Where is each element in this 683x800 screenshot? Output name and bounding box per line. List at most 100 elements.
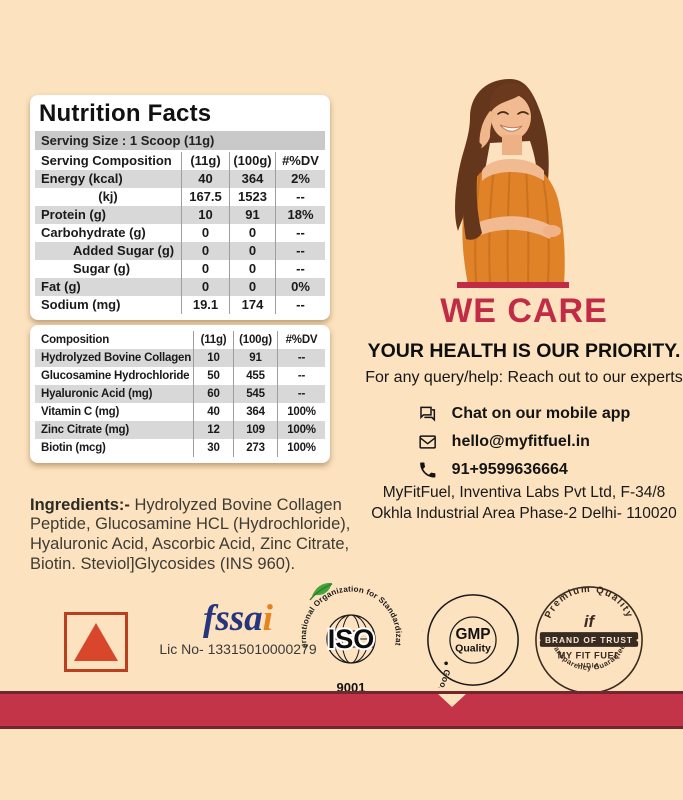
row-value-11g: 40: [181, 170, 229, 188]
phone-icon: [420, 462, 436, 478]
row-label: Vitamin C (mg): [41, 406, 120, 418]
trust-banner-text: • BRAND OF TRUST •: [538, 635, 640, 645]
address-line-1: MyFitFuel, Inventiva Labs Pvt Ltd, F-34/…: [382, 484, 666, 501]
row-label: Biotin (mcg): [41, 442, 106, 454]
address-line-2: Okhla Industrial Area Phase-2 Delhi- 110…: [371, 504, 677, 522]
table-row: Protein (g) 10 91 18%: [35, 206, 325, 224]
row-value-dv: 2%: [275, 170, 325, 188]
triangle-icon: [74, 623, 118, 661]
table-row: Fat (g) 0 0 0%: [35, 278, 325, 296]
company-address: MyFitFuel, Inventiva Labs Pvt Ltd, F-34/…: [355, 483, 683, 525]
row-label: Zinc Citrate (mg): [41, 424, 129, 436]
brand-of-trust-badge: Premium Quality Transparency Guaranteed …: [530, 583, 643, 694]
fssai-text: fssa: [203, 598, 263, 639]
nutrition-facts-title: Nutrition Facts: [39, 100, 212, 127]
row-label: Carbohydrate (g): [41, 225, 146, 240]
row-value-100g: 0: [229, 278, 275, 296]
row-value-11g: 60: [193, 385, 233, 403]
ingredients-paragraph: Ingredients:- Hydrolyzed Bovine Collagen…: [30, 496, 372, 575]
trust-monogram: if: [584, 612, 596, 631]
query-note: For any query/help: Reach out to our exp…: [365, 369, 683, 386]
row-label: Energy (kcal): [41, 171, 123, 186]
header-col-11g: (11g): [193, 331, 233, 349]
iso-9001-badge: International Organization for Standardi…: [296, 584, 403, 695]
row-label: Sugar (g): [73, 261, 131, 276]
ingredients-text: Hydrolyzed Bovine Collagen Peptide, Gluc…: [30, 495, 351, 573]
table-row: Added Sugar (g) 0 0 --: [35, 242, 325, 260]
row-value-11g: 12: [193, 421, 233, 439]
header-label: Serving Composition: [35, 152, 181, 170]
contact-chat[interactable]: Chat on our mobile app: [418, 400, 631, 428]
row-value-dv: --: [275, 260, 325, 278]
contact-phone-text: 91+9599636664: [451, 461, 568, 478]
table-row: Hyaluronic Acid (mg) 60 545 --: [35, 385, 325, 403]
contact-chat-text: Chat on our mobile app: [451, 405, 631, 422]
leaf-icon: [309, 582, 333, 601]
row-label: Added Sugar (g): [73, 243, 175, 258]
row-value-11g: 30: [193, 439, 233, 457]
row-value-dv: 100%: [277, 439, 325, 457]
trust-brand-text: MY FIT FUEL: [558, 651, 621, 661]
row-value-100g: 364: [233, 403, 277, 421]
table-row: Sodium (mg) 19.1 174 --: [35, 296, 325, 314]
contact-phone[interactable]: 91+9599636664: [418, 456, 631, 484]
fssai-wordmark: fssai: [158, 600, 318, 637]
table-row: Biotin (mcg) 30 273 100%: [35, 439, 325, 457]
gmp-quality-badge: ● Good Manufacturing Practice Certificat…: [422, 594, 519, 688]
row-value-11g: 167.5: [181, 188, 229, 206]
row-value-100g: 0: [229, 242, 275, 260]
row-value-100g: 0: [229, 260, 275, 278]
table-row: Sugar (g) 0 0 --: [35, 260, 325, 278]
row-value-11g: 10: [181, 206, 229, 224]
contact-email-text: hello@myfitfuel.in: [451, 433, 590, 450]
table-row: Energy (kcal) 40 364 2%: [35, 170, 325, 188]
row-label: Glucosamine Hydrochloride (mg): [41, 370, 193, 382]
contact-email[interactable]: hello@myfitfuel.in: [418, 428, 631, 456]
row-label: Protein (g): [41, 207, 106, 222]
table-row: Zinc Citrate (mg) 12 109 100%: [35, 421, 325, 439]
row-value-100g: 0: [229, 224, 275, 242]
header-col-dv: #%DV: [277, 331, 325, 349]
row-value-100g: 91: [229, 206, 275, 224]
nutrition-table-rows: Energy (kcal) 40 364 2% (kj) 167.5 1523 …: [35, 170, 325, 314]
red-divider: [457, 282, 569, 288]
row-value-11g: 0: [181, 242, 229, 260]
row-value-100g: 364: [229, 170, 275, 188]
row-value-100g: 1523: [229, 188, 275, 206]
nutrition-table-header: Serving Composition (11g) (100g) #%DV: [35, 152, 325, 170]
header-col-dv: #%DV: [275, 152, 325, 170]
row-value-dv: --: [277, 367, 325, 385]
table-row: Carbohydrate (g) 0 0 --: [35, 224, 325, 242]
row-value-11g: 40: [193, 403, 233, 421]
chat-icon: [420, 406, 436, 422]
table-row: (kj) 167.5 1523 --: [35, 188, 325, 206]
row-label: Fat (g): [41, 279, 81, 294]
row-value-100g: 174: [229, 296, 275, 314]
row-label: Hydrolyzed Bovine Collagen (gm): [41, 352, 193, 364]
gmp-name: GMP: [456, 626, 491, 643]
contact-list: Chat on our mobile app hello@myfitfuel.i…: [418, 400, 631, 484]
composition-table-rows: Hydrolyzed Bovine Collagen (gm) 10 91 --…: [35, 349, 325, 457]
table-row: Vitamin C (mg) 40 364 100%: [35, 403, 325, 421]
header-col-11g: (11g): [181, 152, 229, 170]
row-value-dv: 100%: [277, 403, 325, 421]
row-value-100g: 455: [233, 367, 277, 385]
row-value-dv: 18%: [275, 206, 325, 224]
row-value-dv: --: [277, 349, 325, 367]
svg-text:● Good Manufacturing Practice: ● Good Manufacturing Practice Certificat…: [422, 624, 452, 688]
row-label: Sodium (mg): [41, 297, 121, 312]
bottom-red-band: [0, 691, 683, 729]
trust-country-text: INDIA: [578, 663, 600, 670]
row-value-dv: --: [275, 188, 325, 206]
row-value-dv: --: [275, 224, 325, 242]
nutrition-facts-panel: Nutrition Facts Serving Size : 1 Scoop (…: [30, 95, 330, 320]
header-col-100g: (100g): [233, 331, 277, 349]
ingredients-label: Ingredients:-: [30, 495, 130, 514]
row-value-11g: 0: [181, 260, 229, 278]
fssai-i-text: i: [262, 598, 273, 639]
composition-table-header: Composition (11g) (100g) #%DV: [35, 331, 325, 349]
gmp-quality-text: Quality: [455, 643, 491, 655]
gmp-ring-text: ● Good Manufacturing Practice Certificat…: [422, 624, 452, 688]
mail-icon: [419, 435, 436, 449]
